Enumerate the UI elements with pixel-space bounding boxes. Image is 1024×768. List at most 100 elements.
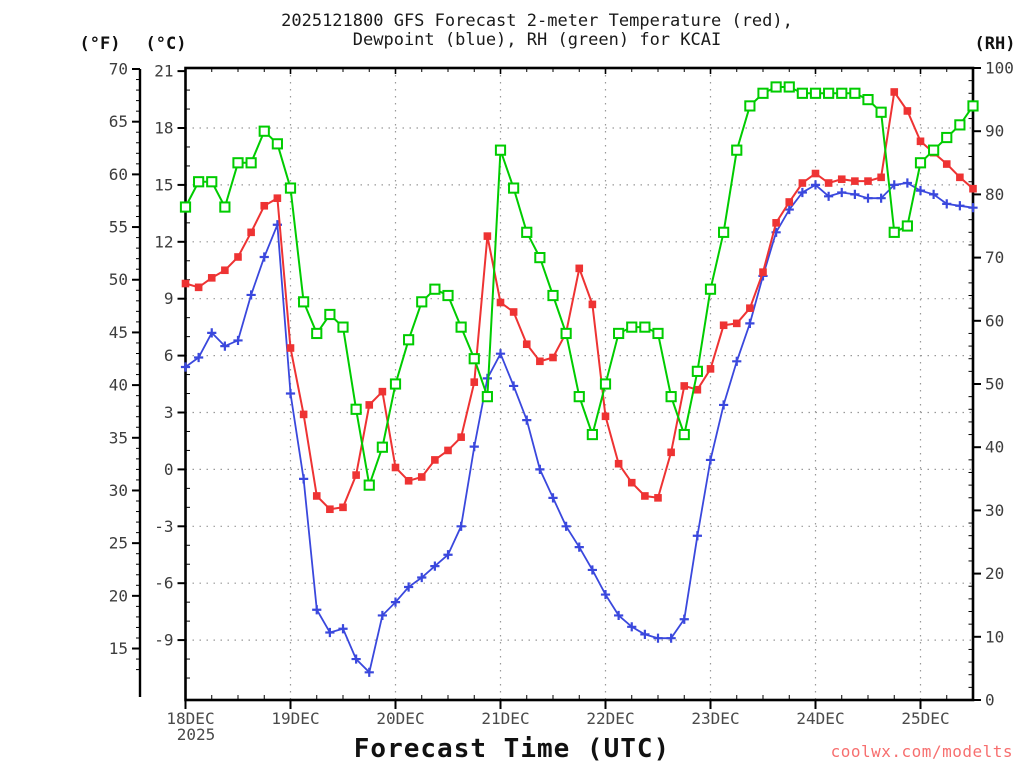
open-square-marker	[954, 119, 966, 131]
plus-marker	[338, 624, 348, 634]
plus-marker	[312, 605, 322, 615]
filled-square-marker	[706, 365, 715, 373]
open-square-marker	[928, 144, 940, 156]
open-square-marker	[757, 87, 769, 99]
plus-marker	[732, 356, 742, 366]
plus-marker	[404, 582, 414, 592]
plot-area: 211815129630-3-6-97065605550454035302520…	[109, 59, 1014, 729]
filled-square-marker	[641, 492, 649, 500]
filled-square-marker	[916, 137, 925, 146]
filled-square-marker	[890, 88, 899, 96]
open-square-marker	[914, 157, 927, 169]
open-square-marker	[731, 144, 743, 156]
open-square-marker	[481, 391, 493, 403]
plus-marker	[220, 341, 230, 351]
chart-title-line1: 2025121800 GFS Forecast 2-meter Temperat…	[281, 11, 793, 31]
filled-square-marker	[601, 412, 610, 421]
filled-square-marker	[339, 503, 347, 512]
plus-marker	[614, 610, 624, 621]
fahrenheit-tick-label: 50	[109, 270, 128, 289]
filled-square-marker	[824, 179, 833, 187]
open-square-marker	[718, 226, 730, 238]
plus-marker	[456, 521, 466, 531]
rh-tick-label: 0	[985, 691, 995, 710]
series-line	[184, 182, 974, 675]
filled-square-marker	[667, 448, 675, 457]
open-square-marker	[836, 87, 848, 99]
open-square-marker	[455, 321, 467, 333]
open-square-marker	[284, 182, 297, 194]
filled-square-marker	[719, 321, 728, 330]
filled-square-marker	[509, 308, 518, 316]
open-square-marker	[179, 201, 192, 213]
filled-square-marker	[851, 177, 859, 185]
filled-square-marker	[627, 478, 636, 487]
plus-marker	[784, 204, 794, 215]
series-dewpoint	[180, 178, 978, 677]
filled-square-marker	[378, 387, 387, 396]
filled-square-marker	[969, 184, 977, 193]
filled-square-marker	[522, 340, 531, 349]
open-square-marker	[350, 403, 362, 415]
fahrenheit-tick-label: 15	[109, 639, 128, 658]
plus-marker	[207, 328, 217, 338]
open-square-marker	[298, 296, 310, 308]
open-square-marker	[941, 131, 953, 144]
plus-marker	[627, 622, 637, 632]
celsius-tick-label: 9	[164, 289, 174, 308]
celsius-tick-label: 21	[154, 62, 173, 81]
open-square-marker	[219, 201, 231, 213]
filled-square-marker	[247, 228, 255, 237]
plus-marker	[299, 474, 309, 484]
rh-tick-label: 10	[985, 627, 1004, 646]
open-square-marker	[875, 106, 887, 118]
filled-square-marker	[772, 219, 780, 227]
plus-marker	[325, 627, 335, 638]
plus-marker	[351, 654, 361, 664]
plus-marker	[574, 542, 584, 552]
plus-marker	[285, 388, 296, 399]
plus-marker	[548, 493, 558, 503]
date-label: 18DEC	[166, 709, 214, 728]
open-square-marker	[324, 308, 336, 321]
plus-marker	[417, 572, 427, 583]
plus-marker	[968, 203, 978, 213]
open-square-marker	[586, 428, 598, 441]
plus-marker	[522, 415, 532, 425]
open-square-marker	[652, 327, 664, 340]
open-square-marker	[796, 87, 808, 99]
filled-square-marker	[798, 179, 807, 187]
date-label: 22DEC	[586, 709, 634, 728]
plus-marker	[640, 629, 650, 640]
celsius-tick-label: 0	[164, 460, 174, 479]
plus-marker	[233, 335, 243, 346]
series-line	[184, 86, 974, 486]
rh-axis-header: (RH)	[975, 34, 1016, 54]
plus-marker	[495, 349, 506, 359]
celsius-tick-label: 18	[154, 119, 173, 138]
open-square-marker	[389, 378, 402, 390]
rh-tick-label: 70	[985, 248, 1004, 267]
date-label: 21DEC	[481, 709, 529, 728]
plus-marker	[902, 178, 912, 188]
celsius-tick-label: 3	[164, 403, 174, 422]
filled-square-marker	[496, 298, 505, 307]
celsius-tick-label: -3	[154, 517, 173, 536]
plus-marker	[745, 318, 755, 328]
date-label: 19DEC	[271, 709, 319, 728]
open-square-marker	[691, 365, 703, 377]
chart-title-line2: Dewpoint (blue), RH (green) for KCAI	[353, 30, 721, 50]
date-label: 25DEC	[901, 709, 949, 728]
fahrenheit-axis-header: (°F)	[80, 34, 121, 54]
plus-marker	[810, 180, 821, 190]
plus-marker	[850, 189, 860, 199]
filled-square-marker	[273, 194, 282, 202]
filled-square-marker	[942, 160, 951, 168]
filled-square-marker	[194, 283, 203, 292]
x-axis-year-label: 2025	[177, 725, 216, 744]
open-square-marker	[206, 176, 218, 188]
plus-marker	[180, 362, 191, 372]
open-square-marker	[704, 283, 717, 295]
filled-square-marker	[903, 107, 912, 115]
plus-marker	[692, 531, 702, 541]
